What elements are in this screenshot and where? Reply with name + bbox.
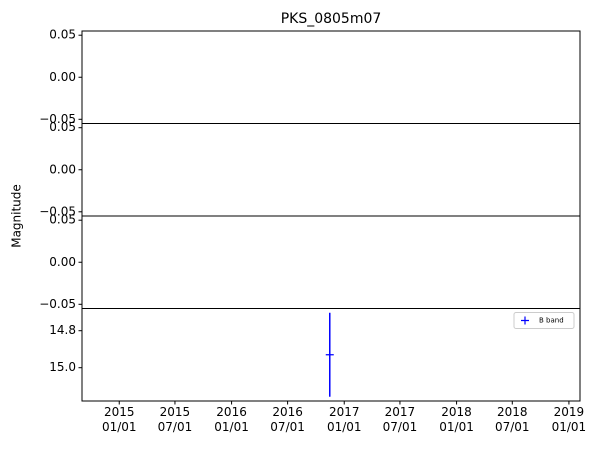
panel-frame — [81, 308, 581, 402]
x-tick-label: 2017 01/01 — [326, 405, 362, 434]
y-tick-label: 0.05 — [49, 28, 76, 42]
panel-frame — [81, 215, 581, 309]
x-tick-label: 2018 07/01 — [494, 405, 530, 434]
x-tick-label: 2015 07/01 — [157, 405, 193, 434]
y-tick-label: 0.05 — [49, 120, 76, 134]
x-tick-label: 2015 01/01 — [101, 405, 137, 434]
x-tick-label: 2017 07/01 — [382, 405, 418, 434]
panel-frame — [81, 30, 581, 124]
y-tick-label: −0.05 — [39, 297, 76, 311]
y-tick-label: −0.05 — [39, 112, 76, 126]
x-tick-label: 2016 01/01 — [214, 405, 249, 434]
x-tick-label: 2018 01/01 — [439, 405, 474, 434]
y-tick-label: 0.00 — [49, 255, 76, 269]
panel-frame — [81, 123, 581, 217]
x-tick-label: 2016 07/01 — [270, 405, 305, 434]
y-tick-label: 15.0 — [49, 360, 76, 374]
y-axis-label: Magnitude — [10, 184, 24, 248]
y-tick-label: −0.05 — [39, 204, 76, 218]
chart-title: PKS_0805m07 — [281, 11, 382, 27]
y-tick-label: 0.00 — [49, 70, 76, 84]
y-tick-label: 0.05 — [49, 213, 76, 227]
data-point — [325, 350, 334, 359]
legend-label: B band — [539, 317, 564, 325]
legend-marker — [521, 316, 529, 325]
x-tick-label: 2019 01/01 — [551, 405, 587, 434]
y-tick-label: 14.8 — [49, 323, 76, 337]
y-tick-label: 0.00 — [49, 162, 76, 176]
legend-box — [513, 312, 575, 329]
